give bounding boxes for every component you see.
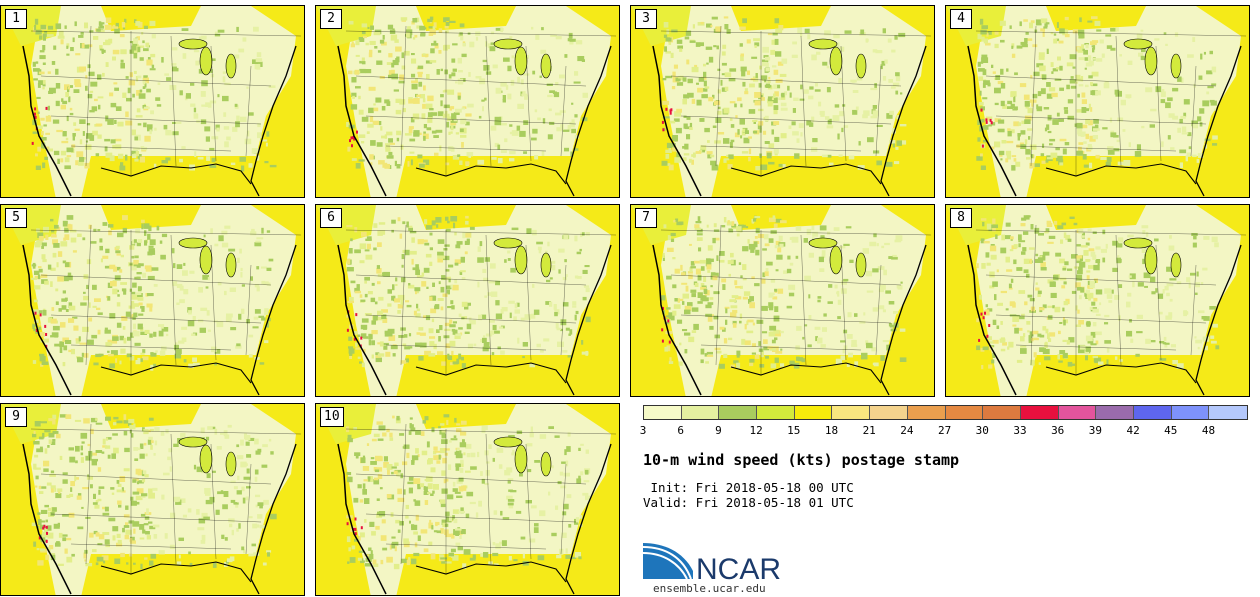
colorbar-tick-label: 27 xyxy=(937,424,952,437)
postage-stamp-panel: 3 xyxy=(630,5,935,198)
colorbar-tick-label: 9 xyxy=(715,424,722,437)
postage-stamp-panel: 7 xyxy=(630,204,935,397)
colorbar-tick-label: 21 xyxy=(862,424,876,437)
colorbar-tick-label: 42 xyxy=(1126,424,1140,437)
colorbar-swatch xyxy=(1133,406,1172,419)
colorbar-tick-label: 45 xyxy=(1164,424,1178,437)
valid-time: Valid: Fri 2018-05-18 01 UTC xyxy=(643,495,854,510)
panel-number: 6 xyxy=(320,208,342,228)
colorbar-tick-label: 48 xyxy=(1201,424,1216,437)
ncar-logo: NCAR xyxy=(643,543,781,586)
panel-number: 1 xyxy=(5,9,27,29)
colorbar-swatch xyxy=(1209,406,1247,419)
colorbar-swatch xyxy=(719,406,758,419)
colorbar-swatch xyxy=(644,406,682,419)
postage-stamp-panel: 10 xyxy=(315,403,620,596)
colorbar-swatch xyxy=(1058,406,1097,419)
postage-stamp-panel: 8 xyxy=(945,204,1250,397)
postage-stamp-panel: 9 xyxy=(0,403,305,596)
colorbar-tick-label: 24 xyxy=(900,424,914,437)
panel-number: 2 xyxy=(320,9,342,29)
colorbar-tick-label: 6 xyxy=(677,424,684,437)
colorbar-swatch xyxy=(907,406,946,419)
colorbar-tick-label: 30 xyxy=(975,424,989,437)
colorbar-swatch xyxy=(832,406,871,419)
postage-stamp-panel: 6 xyxy=(315,204,620,397)
panel-number: 7 xyxy=(635,208,657,228)
colorbar-swatch xyxy=(794,406,833,419)
colorbar-tick-label: 15 xyxy=(787,424,801,437)
panel-number: 9 xyxy=(5,407,27,427)
colorbar-swatch xyxy=(870,406,908,419)
colorbar-tick-label: 3 xyxy=(639,424,647,437)
colorbar-swatch xyxy=(1096,406,1134,419)
colorbar-tick-label: 18 xyxy=(824,424,839,437)
plot-title: 10-m wind speed (kts) postage stamp xyxy=(643,451,960,469)
postage-stamp-panel: 2 xyxy=(315,5,620,198)
panel-number: 3 xyxy=(635,9,657,29)
colorbar xyxy=(643,405,1248,420)
postage-stamp-panel: 1 xyxy=(0,5,305,198)
colorbar-tick-label: 33 xyxy=(1013,424,1027,437)
postage-stamp-panel: 4 xyxy=(945,5,1250,198)
colorbar-swatch xyxy=(1171,406,1210,419)
colorbar-swatch xyxy=(945,406,984,419)
panel-number: 4 xyxy=(950,9,972,29)
panel-number: 8 xyxy=(950,208,972,228)
colorbar-swatch xyxy=(681,406,720,419)
panel-number: 10 xyxy=(320,407,344,427)
init-time: Init: Fri 2018-05-18 00 UTC xyxy=(643,480,854,495)
logo-url: ensemble.ucar.edu xyxy=(653,582,766,595)
panel-number: 5 xyxy=(5,208,27,228)
colorbar-swatch xyxy=(983,406,1021,419)
postage-stamp-panel: 5 xyxy=(0,204,305,397)
colorbar-swatch xyxy=(1020,406,1059,419)
logo-text: NCAR xyxy=(696,553,781,586)
colorbar-tick-label: 36 xyxy=(1051,424,1065,437)
colorbar-tick-label: 12 xyxy=(749,424,763,437)
colorbar-swatch xyxy=(757,406,795,419)
colorbar-tick-label: 39 xyxy=(1088,424,1103,437)
